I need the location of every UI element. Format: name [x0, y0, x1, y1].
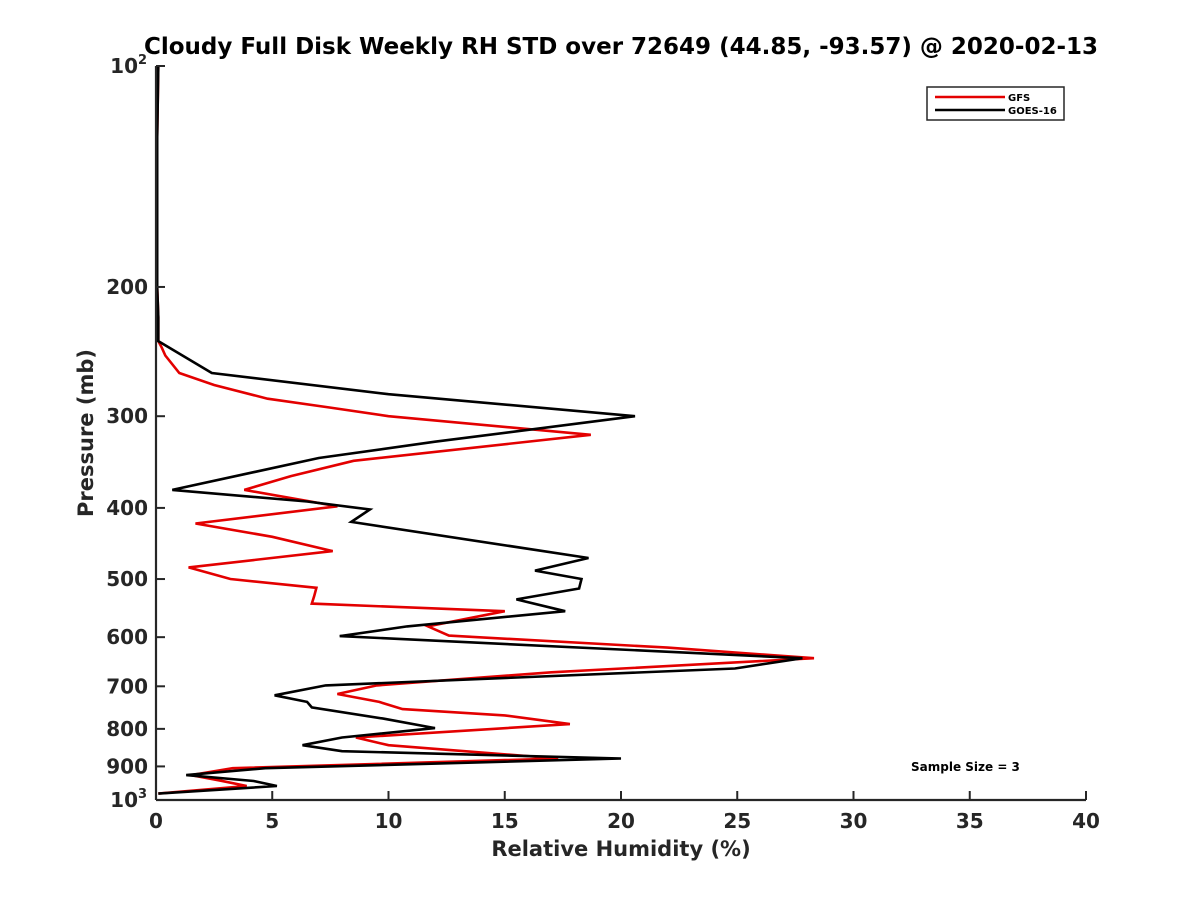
y-tick-label: 400	[106, 496, 148, 520]
x-tick-label: 15	[491, 809, 519, 833]
legend: GFS GOES-16	[926, 86, 1065, 121]
legend-label-gfs: GFS	[1008, 93, 1030, 104]
series-line-gfs	[155, 65, 815, 795]
y-axis-label: Pressure (mb)	[74, 349, 98, 517]
y-tick-label: 800	[106, 717, 148, 741]
sample-size-annotation: Sample Size = 3	[911, 760, 1020, 774]
x-tick-label: 35	[956, 809, 984, 833]
series-layer	[155, 65, 815, 795]
x-ticks: 0 5 10 15 20 25 30 35 40	[149, 791, 1100, 833]
y-tick-label: 300	[106, 404, 148, 428]
x-tick-label: 20	[607, 809, 635, 833]
x-tick-label: 5	[265, 809, 279, 833]
x-tick-label: 25	[723, 809, 751, 833]
x-tick-label: 10	[375, 809, 403, 833]
y-tick-label: 600	[106, 625, 148, 649]
x-axis-label: Relative Humidity (%)	[491, 837, 750, 861]
y-tick-exponent: 2	[138, 53, 147, 68]
x-tick-label: 0	[149, 809, 163, 833]
legend-label-goes16: GOES-16	[1008, 106, 1057, 117]
series-line-goes16	[155, 65, 803, 795]
y-tick-label: 900	[106, 754, 148, 778]
x-tick-label: 30	[840, 809, 868, 833]
x-tick-label: 40	[1072, 809, 1100, 833]
chart-title: Cloudy Full Disk Weekly RH STD over 7264…	[144, 34, 1098, 60]
y-tick-label: 10	[110, 54, 138, 78]
y-tick-label: 200	[106, 275, 148, 299]
legend-box	[926, 86, 1065, 121]
y-tick-exponent: 3	[138, 787, 147, 802]
y-tick-label: 10	[110, 788, 138, 812]
y-tick-label: 500	[106, 567, 148, 591]
y-tick-label: 700	[106, 674, 148, 698]
